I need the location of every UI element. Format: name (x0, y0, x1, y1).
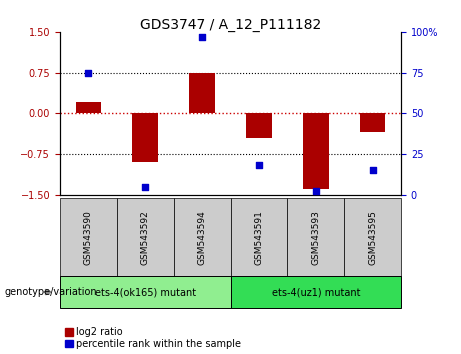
Bar (76, 102, 101, 113)
Text: ets-4(ok165) mutant: ets-4(ok165) mutant (95, 287, 196, 297)
Text: ets-4(uz1) mutant: ets-4(uz1) mutant (272, 287, 360, 297)
Point (312, 189, 319, 194)
Bar (132, 113, 158, 162)
Bar (360, 113, 385, 132)
Bar (303, 113, 329, 189)
Text: GSM543591: GSM543591 (254, 210, 263, 265)
Point (255, 162, 263, 168)
Text: GSM543593: GSM543593 (311, 210, 320, 265)
Legend: log2 ratio, percentile rank within the sample: log2 ratio, percentile rank within the s… (65, 327, 242, 349)
Point (369, 167, 376, 173)
Point (85, 70, 92, 75)
Bar (189, 73, 215, 113)
Text: genotype/variation: genotype/variation (5, 287, 97, 297)
Text: GSM543590: GSM543590 (84, 210, 93, 265)
Point (198, 34, 206, 40)
Text: GSM543594: GSM543594 (198, 210, 207, 264)
Text: GSM543595: GSM543595 (368, 210, 377, 265)
Point (142, 184, 149, 189)
Text: GDS3747 / A_12_P111182: GDS3747 / A_12_P111182 (140, 18, 321, 32)
Text: GSM543592: GSM543592 (141, 210, 150, 264)
Bar (246, 113, 272, 138)
